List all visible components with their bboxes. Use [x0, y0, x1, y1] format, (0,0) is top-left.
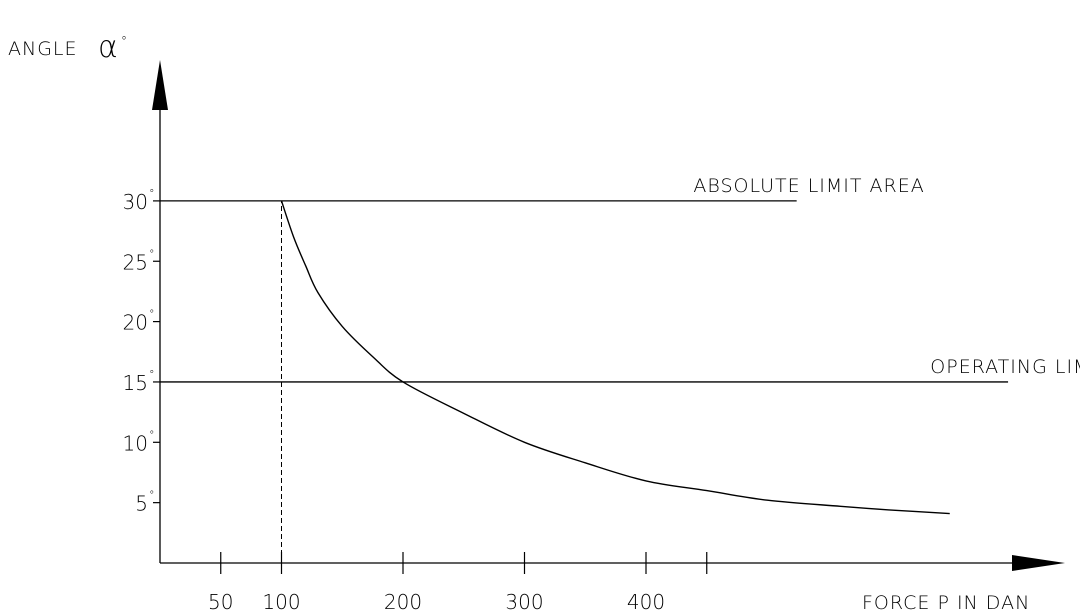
- series-line: [280, 200, 950, 515]
- y-axis-label: ANGLE: [8, 38, 78, 60]
- y-tick-label: 10: [123, 431, 148, 455]
- y-axis-symbol: α: [98, 30, 118, 65]
- y-tick-label: 25: [123, 250, 148, 274]
- x-tick-label: 50: [208, 590, 233, 614]
- y-axis-arrowhead: [152, 60, 168, 110]
- series-group: [280, 200, 950, 515]
- reference-lines: ABSOLUTE LIMIT AREA OPERATING LIMITS AREA: [160, 175, 1080, 563]
- y-tick-label: 20: [123, 311, 148, 335]
- y-tick-unit: °: [149, 489, 155, 502]
- y-tick-label: 5: [135, 492, 148, 516]
- x-tick-label: 300: [505, 590, 543, 614]
- y-tick-unit: °: [149, 368, 155, 381]
- x-axis-label: FORCE P IN DAN: [862, 592, 1030, 614]
- y-tick-label: 30: [123, 190, 148, 214]
- x-tick-label: 400: [627, 590, 665, 614]
- y-axis-unit: °: [121, 34, 127, 48]
- y-tick-unit: °: [149, 187, 155, 200]
- y-tick-unit: °: [149, 247, 155, 260]
- reference-line-label: ABSOLUTE LIMIT AREA: [693, 175, 924, 197]
- y-tick-label: 15: [123, 371, 148, 395]
- x-tick-label: 100: [262, 590, 300, 614]
- x-tick-label: 200: [384, 590, 422, 614]
- x-axis-arrowhead: [1012, 555, 1065, 571]
- reference-line-label: OPERATING LIMITS AREA: [930, 356, 1080, 378]
- y-tick-unit: °: [149, 308, 155, 321]
- y-tick-unit: °: [149, 428, 155, 441]
- axes: [152, 60, 1065, 571]
